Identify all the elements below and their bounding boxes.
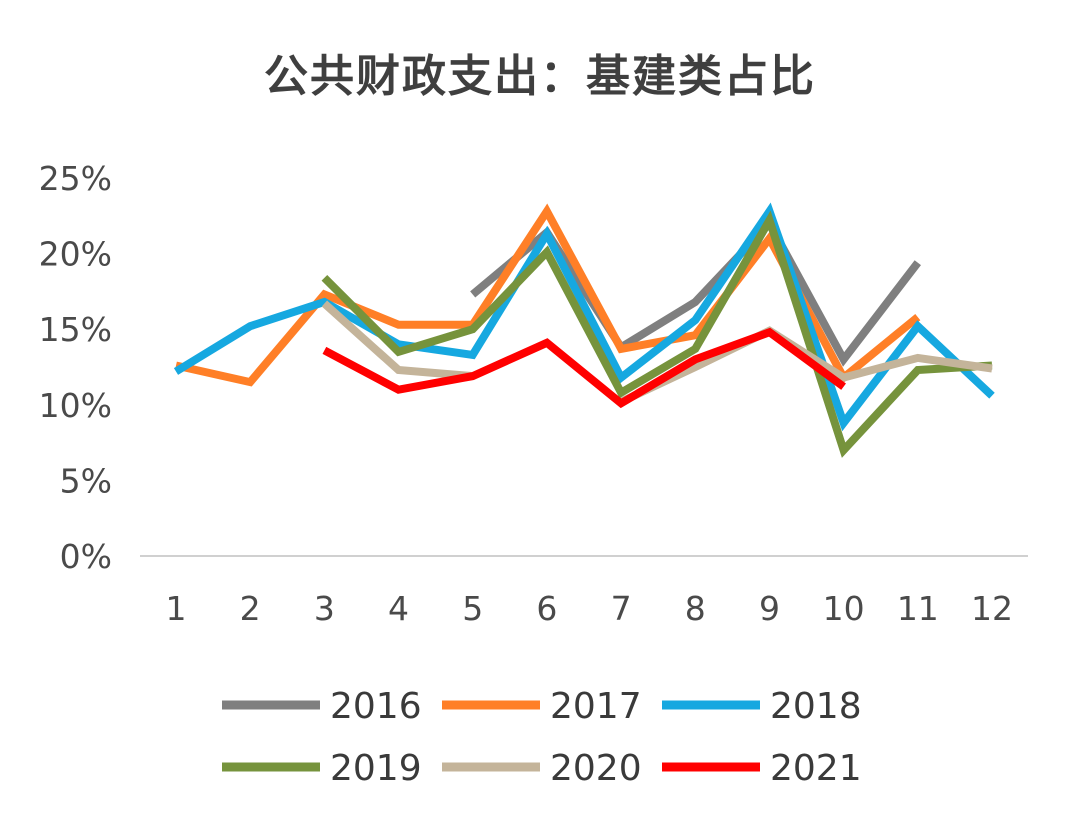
y-tick-label: 15% [39, 310, 112, 349]
series-line-segment [322, 327, 846, 409]
legend-label: 2018 [770, 686, 862, 727]
x-tick-label: 7 [611, 589, 632, 628]
series-line-2019 [321, 210, 993, 458]
chart-title: 公共财政支出：基建类占比 [264, 51, 816, 102]
x-tick-label: 10 [823, 589, 865, 628]
x-tick-label: 2 [240, 589, 261, 628]
series-line-2021 [322, 327, 846, 409]
legend-item: 2020 [442, 748, 642, 789]
y-tick-label: 10% [39, 386, 112, 425]
y-tick-label: 20% [39, 235, 112, 274]
legend-item: 2021 [662, 748, 862, 789]
x-tick-label: 8 [685, 589, 706, 628]
x-tick-label: 1 [166, 589, 187, 628]
x-tick-label: 3 [314, 589, 335, 628]
legend-label: 2020 [550, 748, 642, 789]
legend-item: 2017 [442, 686, 642, 727]
x-tick-label: 12 [971, 589, 1013, 628]
y-tick-label: 25% [39, 159, 112, 198]
series-line-segment [173, 202, 995, 432]
x-axis-tick-labels: 1 2 3 4 5 6 7 8 9 10 11 12 [166, 589, 1014, 628]
series-lines [173, 202, 995, 458]
x-tick-label: 5 [462, 589, 483, 628]
series-line-segment [321, 300, 474, 381]
x-tick-label: 9 [759, 589, 780, 628]
legend: 2016 2017 2018 2019 2020 2021 [222, 686, 862, 789]
y-tick-label: 0% [60, 537, 112, 576]
x-tick-label: 4 [388, 589, 409, 628]
legend-label: 2017 [550, 686, 642, 727]
y-axis-tick-labels: 0% 5% 10% 15% 20% 25% [39, 159, 112, 576]
x-tick-label: 11 [897, 589, 939, 628]
legend-item: 2016 [222, 686, 422, 727]
x-tick-label: 6 [536, 589, 557, 628]
series-line-segment [321, 210, 993, 458]
y-tick-label: 5% [60, 461, 112, 500]
series-line-2020 [321, 300, 993, 406]
legend-label: 2016 [330, 686, 422, 727]
series-line-2018 [173, 202, 995, 432]
legend-item: 2018 [662, 686, 862, 727]
legend-label: 2021 [770, 748, 862, 789]
legend-label: 2019 [330, 748, 422, 789]
series-line-segment [619, 326, 993, 406]
legend-item: 2019 [222, 748, 422, 789]
